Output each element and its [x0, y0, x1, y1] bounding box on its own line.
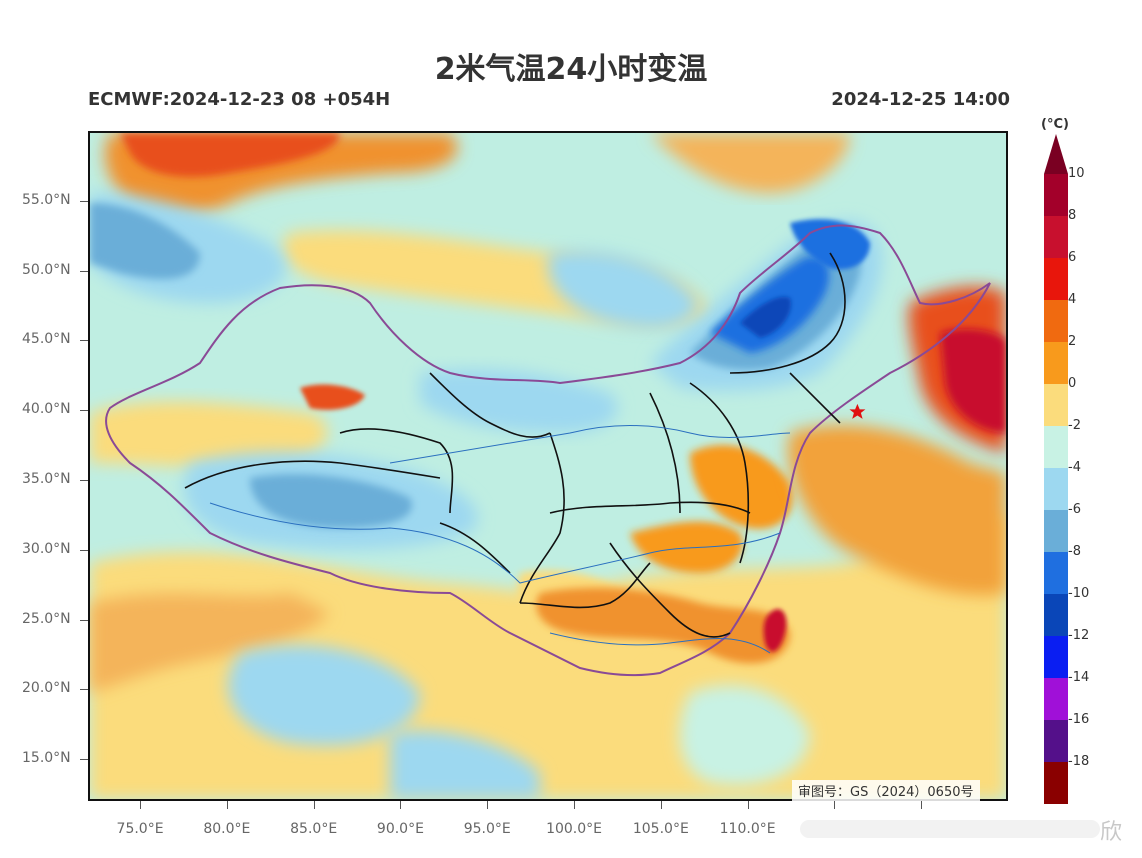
lat-tick-label: 50.0°N — [22, 261, 71, 278]
lat-tick — [80, 200, 88, 202]
province-borders — [184, 252, 846, 638]
lat-tick — [80, 410, 88, 412]
colorbar-label: 8 — [1068, 208, 1077, 223]
lon-tick-label: 100.0°E — [546, 821, 602, 837]
colorbar-label: -10 — [1068, 586, 1090, 601]
lat-tick-label: 35.0°N — [22, 470, 71, 487]
colorbar-segment — [1044, 426, 1068, 468]
lon-tick — [921, 801, 923, 809]
lat-tick — [80, 689, 88, 691]
colorbar-segment — [1044, 258, 1068, 300]
colorbar-segment — [1044, 552, 1068, 594]
lon-tick-label: 110.0°E — [719, 821, 776, 837]
lon-tick — [747, 801, 749, 809]
lat-tick-label: 20.0°N — [22, 680, 71, 697]
colorbar-segment — [1044, 342, 1068, 384]
colorbar-top-arrow — [1044, 134, 1068, 174]
lon-tick — [660, 801, 662, 809]
lat-tick-label: 55.0°N — [22, 191, 71, 208]
temperature-change-map — [90, 133, 1006, 799]
lon-tick — [140, 801, 142, 809]
lat-tick — [80, 340, 88, 342]
lon-tick-label: 80.0°E — [203, 821, 251, 837]
lon-tick — [574, 801, 576, 809]
lat-tick-label: 15.0°N — [22, 750, 71, 767]
colorbar-label: -16 — [1068, 712, 1090, 727]
colorbar-segment — [1044, 216, 1068, 258]
colorbar-label: 4 — [1068, 292, 1077, 307]
river-lines — [209, 425, 791, 654]
lat-tick — [80, 759, 88, 761]
colorbar-label: -6 — [1068, 502, 1081, 517]
colorbar-segment — [1044, 678, 1068, 720]
lat-tick-label: 25.0°N — [22, 610, 71, 627]
lon-tick — [834, 801, 836, 809]
map-panel — [88, 131, 1008, 801]
colorbar-label: -14 — [1068, 670, 1090, 685]
colorbar-segment — [1044, 762, 1068, 804]
colorbar-segment — [1044, 174, 1068, 216]
chart-title: 2米气温24小时变温 — [434, 52, 708, 87]
colorbar-label: 2 — [1068, 334, 1077, 349]
colorbar-segment — [1044, 720, 1068, 762]
country-border — [105, 224, 991, 677]
lon-tick — [487, 801, 489, 809]
lat-tick-label: 30.0°N — [22, 540, 71, 557]
model-run-label: ECMWF:2024-12-23 08 +054H — [88, 89, 391, 110]
lat-tick-label: 40.0°N — [22, 401, 71, 418]
colorbar-label: -18 — [1068, 754, 1090, 769]
lon-tick-label: 105.0°E — [632, 821, 689, 837]
lon-tick-label: 75.0°E — [116, 821, 164, 837]
lon-tick-label: 90.0°E — [376, 821, 424, 837]
colorbar-segment — [1044, 636, 1068, 678]
colorbar-label: -8 — [1068, 544, 1081, 559]
watermark-icon — [800, 820, 1100, 838]
lon-tick — [313, 801, 315, 809]
valid-time-label: 2024-12-25 14:00 — [831, 89, 1010, 110]
colorbar-label: -12 — [1068, 628, 1090, 643]
colorbar-segment — [1044, 384, 1068, 426]
colorbar-label: 0 — [1068, 376, 1077, 391]
temperature-fill-layer — [90, 133, 1006, 799]
colorbar — [1044, 134, 1068, 804]
colorbar-segment — [1044, 468, 1068, 510]
lon-tick — [400, 801, 402, 809]
colorbar-segment — [1044, 594, 1068, 636]
watermark-text: 欣 — [1100, 820, 1123, 845]
lat-tick — [80, 479, 88, 481]
unit-label: (°C) — [1041, 117, 1069, 132]
lon-tick-label: 85.0°E — [290, 821, 338, 837]
beijing-star-icon — [849, 403, 866, 419]
lat-tick — [80, 270, 88, 272]
colorbar-label: 10 — [1068, 166, 1085, 181]
lat-tick-label: 45.0°N — [22, 331, 71, 348]
colorbar-segment — [1044, 300, 1068, 342]
colorbar-segment — [1044, 510, 1068, 552]
colorbar-label: -2 — [1068, 418, 1081, 433]
colorbar-label: 6 — [1068, 250, 1077, 265]
lat-tick — [80, 619, 88, 621]
lon-tick — [226, 801, 228, 809]
colorbar-label: -4 — [1068, 460, 1081, 475]
lon-tick-label: 95.0°E — [463, 821, 511, 837]
lat-tick — [80, 549, 88, 551]
map-approval-number: 审图号：GS（2024）0650号 — [792, 780, 980, 801]
